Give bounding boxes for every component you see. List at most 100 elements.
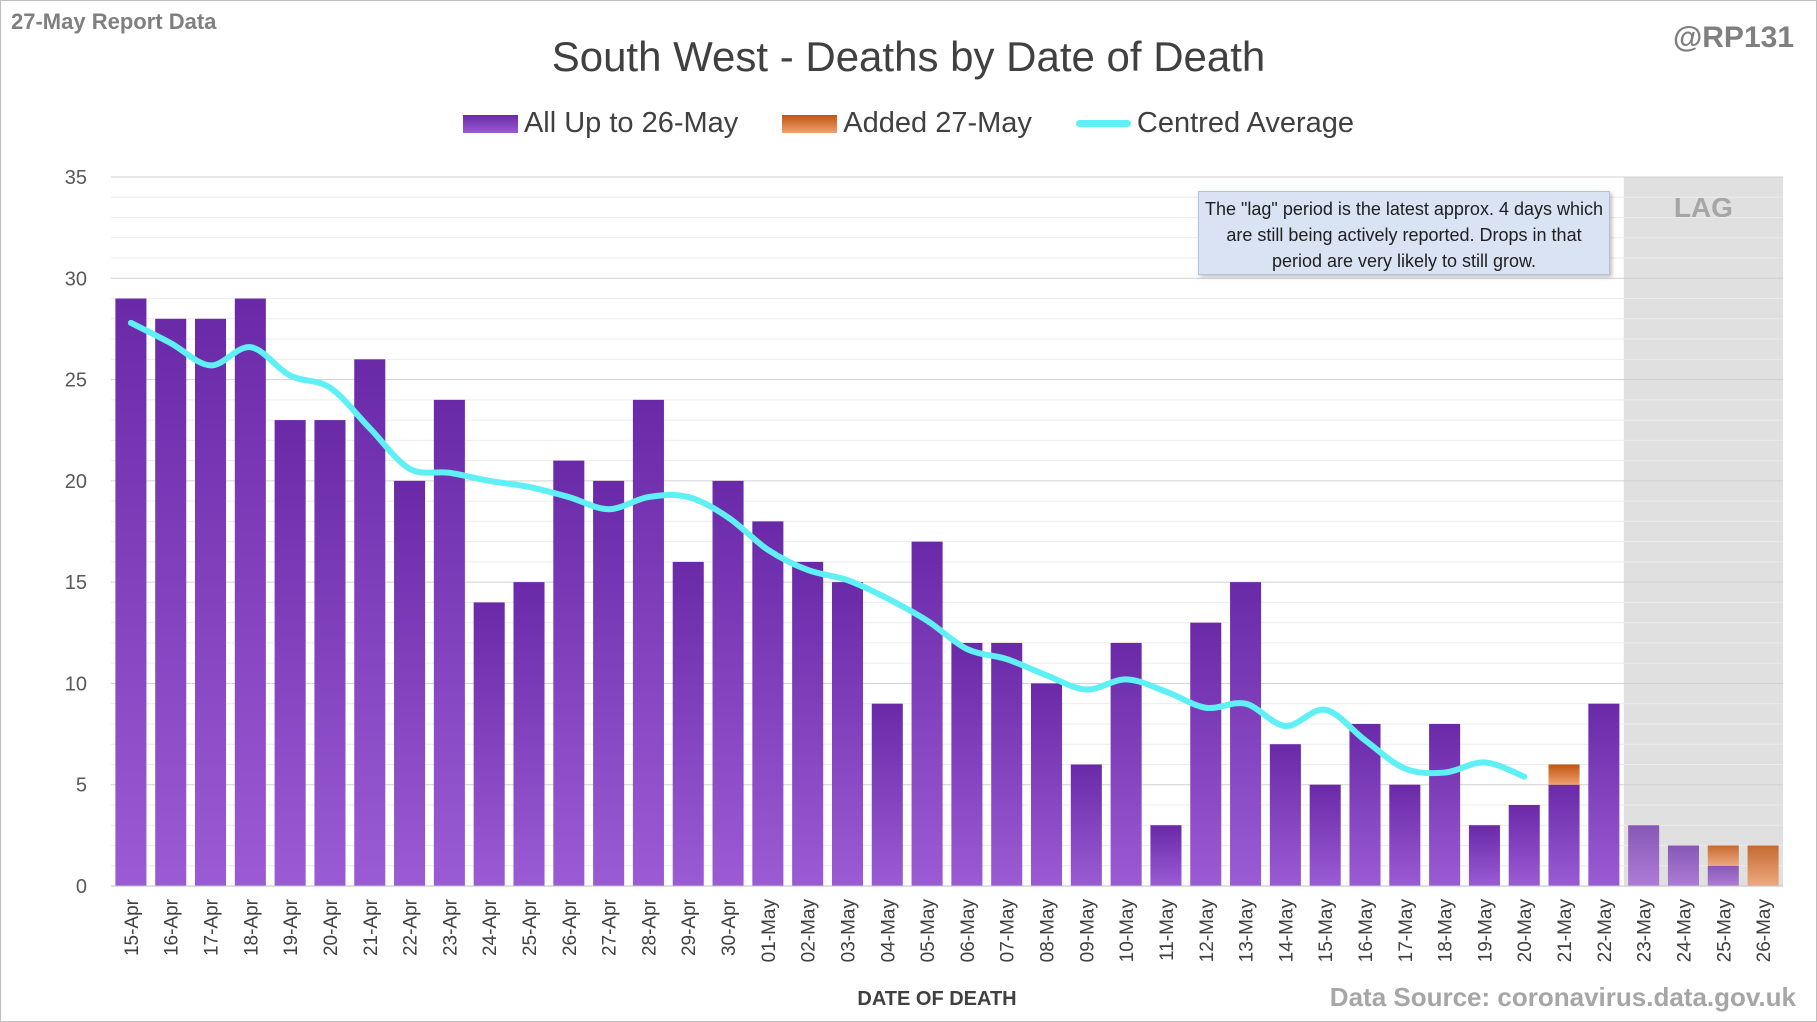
bar-all-11-May: [1150, 825, 1182, 886]
bar-all-23-May: [1628, 825, 1660, 886]
chart-legend: All Up to 26-May Added 27-May Centred Av…: [1, 107, 1816, 140]
bar-all-06-May: [951, 642, 983, 886]
x-tick-label: 09-May: [1077, 899, 1098, 963]
x-tick-label: 15-Apr: [122, 898, 143, 956]
x-tick-label: 16-Apr: [162, 898, 183, 956]
bar-all-19-May: [1468, 825, 1500, 886]
x-tick-label: 13-May: [1237, 899, 1258, 963]
bar-all-17-Apr: [194, 318, 227, 886]
bar-all-29-Apr: [672, 561, 704, 886]
bar-all-03-May: [831, 582, 864, 886]
legend-swatch-purple: [462, 114, 518, 133]
y-tick-label: 30: [65, 268, 87, 290]
bar-all-12-May: [1190, 622, 1222, 886]
centred-average-line: [127, 319, 1528, 780]
data-source: Data Source: coronavirus.data.gov.uk: [1329, 982, 1796, 1012]
x-tick-label: 01-May: [759, 899, 780, 963]
x-tick-label: 26-May: [1754, 899, 1775, 963]
x-tick-label: 21-May: [1555, 899, 1576, 963]
legend-label-added: Added 27-May: [843, 107, 1032, 139]
bar-all-15-Apr: [115, 298, 147, 886]
x-tick-label: 03-May: [838, 899, 859, 963]
bar-all-30-Apr: [712, 480, 744, 886]
x-tick-label: 22-May: [1595, 899, 1616, 963]
y-tick-label: 0: [76, 876, 87, 898]
bar-all-01-May: [752, 521, 784, 886]
bar-all-04-May: [871, 703, 903, 886]
x-tick-label: 25-Apr: [520, 898, 541, 956]
x-tick-label: 24-Apr: [480, 898, 501, 956]
legend-swatch-line: [1075, 120, 1131, 127]
bar-all-20-May: [1508, 804, 1540, 886]
x-tick-label: 15-May: [1316, 899, 1337, 963]
bar-all-09-May: [1070, 764, 1102, 886]
y-tick-label: 15: [65, 572, 87, 594]
bar-all-02-May: [792, 561, 824, 886]
bar-all-23-Apr: [433, 399, 465, 886]
x-tick-label: 12-May: [1197, 899, 1218, 963]
bar-all-22-Apr: [394, 480, 426, 886]
x-axis-title: DATE OF DEATH: [857, 988, 1016, 1010]
bar-all-13-May: [1230, 582, 1262, 886]
author-handle: @RP131: [1673, 21, 1794, 54]
bar-all-25-May: [1707, 865, 1739, 886]
x-tick-label: 27-Apr: [600, 898, 621, 956]
chart-title: South West - Deaths by Date of Death: [551, 33, 1266, 80]
y-tick-label: 20: [65, 471, 87, 493]
bar-added-21-May: [1548, 764, 1580, 785]
bar-all-25-Apr: [513, 582, 545, 886]
x-tick-label: 04-May: [878, 899, 899, 963]
bar-all-17-May: [1389, 784, 1421, 886]
x-tick-label: 22-Apr: [401, 898, 422, 956]
x-tick-label: 11-May: [1157, 899, 1178, 961]
x-tick-label: 16-May: [1356, 899, 1377, 963]
bar-all-24-May: [1667, 845, 1700, 886]
bar-all-05-May: [911, 541, 943, 886]
x-tick-label: 25-May: [1714, 899, 1735, 963]
bar-all-15-May: [1309, 784, 1341, 886]
x-tick-label: 18-May: [1436, 899, 1457, 963]
x-tick-label: 23-Apr: [440, 898, 461, 956]
x-tick-label: 19-May: [1475, 899, 1496, 963]
bar-added-25-May: [1707, 845, 1739, 866]
x-tick-label: 17-Apr: [202, 898, 223, 956]
legend-item-all: All Up to 26-May: [462, 107, 738, 140]
lag-note-box: The "lag" period is the latest approx. 4…: [1198, 191, 1610, 275]
bar-all-27-Apr: [593, 480, 625, 886]
x-tick-label: 17-May: [1396, 899, 1417, 963]
x-tick-label: 20-May: [1515, 899, 1536, 963]
x-tick-label: 21-Apr: [361, 898, 382, 956]
x-tick-label: 23-May: [1635, 899, 1656, 963]
x-tick-label: 28-Apr: [639, 898, 660, 956]
x-tick-label: 02-May: [799, 899, 820, 963]
x-tick-label: 05-May: [918, 899, 939, 963]
bar-all-20-Apr: [314, 420, 346, 886]
bar-all-21-May: [1548, 784, 1580, 886]
bar-all-16-Apr: [155, 318, 187, 886]
report-date-label: 27-May Report Data: [11, 9, 217, 34]
bar-all-21-Apr: [354, 359, 386, 886]
x-tick-label: 29-Apr: [679, 898, 700, 956]
bar-all-18-Apr: [234, 298, 266, 886]
bar-all-22-May: [1588, 703, 1620, 886]
lag-region: [1623, 177, 1783, 886]
x-tick-label: 18-Apr: [241, 898, 262, 956]
x-tick-label: 24-May: [1674, 899, 1695, 963]
x-tick-label: 08-May: [1038, 899, 1059, 963]
legend-swatch-orange: [782, 114, 838, 133]
bar-all-26-Apr: [553, 460, 585, 886]
y-tick-label: 5: [76, 775, 87, 797]
x-tick-label: 14-May: [1276, 899, 1297, 963]
x-tick-label: 30-Apr: [719, 898, 740, 956]
legend-item-added: Added 27-May: [782, 107, 1032, 140]
x-tick-label: 19-Apr: [281, 898, 302, 956]
x-tick-label: 10-May: [1117, 899, 1138, 963]
legend-item-average: Centred Average: [1075, 107, 1354, 140]
bar-all-07-May: [991, 642, 1023, 886]
bar-all-14-May: [1269, 744, 1301, 886]
y-tick-label: 35: [65, 167, 87, 189]
x-tick-label: 06-May: [958, 899, 979, 963]
y-tick-label: 25: [65, 370, 87, 392]
